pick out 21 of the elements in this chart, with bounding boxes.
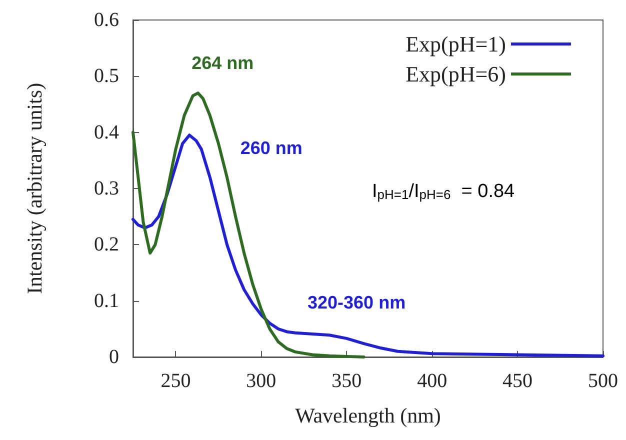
x-tick-label: 400 xyxy=(417,370,448,392)
y-tick-label: 0.3 xyxy=(94,178,119,200)
x-tick-label: 450 xyxy=(502,370,533,392)
annotation: IpH=1/IpH=6 = 0.84 xyxy=(372,181,516,202)
annotation: 320-360 nm xyxy=(308,292,406,313)
y-tick-label: 0.5 xyxy=(94,65,119,88)
x-tick-label: 500 xyxy=(588,370,618,392)
y-tick-label: 0 xyxy=(109,346,119,368)
x-tick-label: 250 xyxy=(160,370,191,392)
x-tick-label: 300 xyxy=(246,370,276,392)
y-tick-label: 0.1 xyxy=(94,290,119,312)
y-tick-label: 0.2 xyxy=(94,234,119,256)
x-axis-title: Wavelength (nm) xyxy=(295,404,441,428)
annotation: 264 nm xyxy=(192,53,254,74)
y-tick-label: 0.6 xyxy=(94,9,119,31)
y-axis-title: Intensity (arbitrary units) xyxy=(22,82,46,294)
x-tick-label: 350 xyxy=(332,370,362,392)
y-tick-label: 0.4 xyxy=(94,121,119,144)
legend-label: Exp(pH=6) xyxy=(406,62,506,86)
legend-label: Exp(pH=1) xyxy=(406,32,506,56)
annotation: 260 nm xyxy=(240,138,302,158)
